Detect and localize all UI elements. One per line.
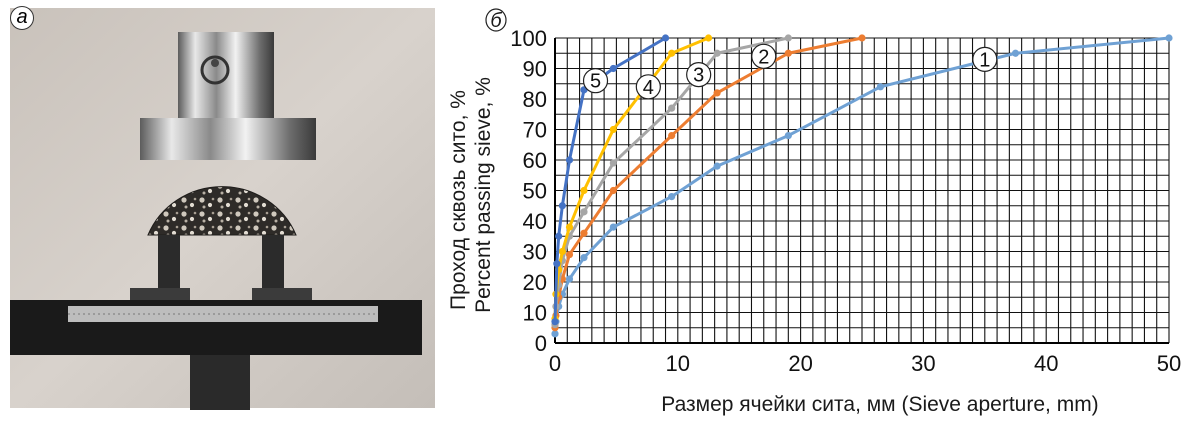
data-point-series-2 [609,186,617,195]
y-tick-label: 60 [523,148,547,173]
y-tick-label: 70 [523,118,547,143]
data-point-series-3 [784,34,792,42]
x-tick-labels: 0 10 20 30 40 50 [549,351,1181,376]
y-tick-label: 30 [523,240,547,265]
data-point-series-1 [784,132,792,140]
data-point-series-5 [661,34,670,42]
y-tick-label: 90 [523,57,547,82]
y-tick-label: 20 [523,270,547,295]
data-point-series-2 [668,132,676,140]
data-point-series-5 [553,260,561,268]
test-apparatus-photo [10,8,435,410]
x-tick-label: 50 [1157,351,1181,376]
panel-label-b-group: б [485,8,507,32]
data-point-series-2 [784,49,792,57]
data-point-series-4 [558,247,566,256]
y-tick-label: 80 [523,87,547,112]
series-label-circle-4 [635,74,661,100]
x-tick-label: 10 [666,351,690,376]
y-tick-label: 40 [523,209,547,234]
series-label-1: 1 [979,49,990,71]
data-point-series-3 [668,104,676,112]
data-point-series-2 [580,229,588,237]
data-point-series-3 [609,159,617,167]
x-tick-label: 0 [549,351,561,376]
series-label-circle-1 [972,46,998,72]
series-label-circle-3 [686,61,712,88]
y-tick-label: 10 [523,301,547,326]
data-point-series-1 [1011,49,1020,57]
data-point-series-5 [609,64,617,73]
data-point-series-5 [551,318,559,326]
y-tick-label: 50 [523,179,547,204]
data-point-series-5 [555,232,563,240]
data-point-series-1 [565,275,574,283]
series-line-4 [553,36,710,319]
series-line-5 [553,36,667,322]
data-point-series-2 [565,250,574,259]
data-point-series-1 [713,162,721,170]
data-point-series-1 [551,330,559,338]
data-point-series-4 [609,125,617,134]
data-point-series-5 [558,202,566,210]
data-point-series-1 [876,83,885,91]
data-point-series-5 [565,156,574,164]
x-axis-label: Размер ячейки сита, мм (Sieve aperture, … [661,393,1098,416]
panel-label-a: а [10,6,34,30]
series-label-5: 5 [590,71,601,93]
data-point-series-2 [858,34,866,42]
data-point-series-3 [713,49,721,57]
data-point-series-1 [580,254,588,262]
panel-label-b: б [490,10,502,32]
series-label-4: 4 [643,77,654,99]
chart-series: 1 2 3 4 5 [551,34,1173,338]
photo-panel: а [0,0,440,417]
data-point-series-4 [580,186,588,195]
series-label-2: 2 [758,46,769,68]
y-tick-labels: 0 10 20 30 40 50 60 70 80 90 100 [510,26,547,356]
data-point-series-2 [713,89,721,97]
series-label-circle-5 [582,68,609,94]
data-point-series-1 [609,223,617,231]
y-axis-label-ru: Проход сквозь сито, % [447,90,470,310]
x-tick-label: 20 [788,351,812,376]
series-label-3: 3 [693,65,704,87]
data-point-series-1 [1165,34,1173,42]
y-tick-label: 100 [510,26,547,51]
data-point-series-4 [704,34,713,42]
data-point-series-4 [668,49,676,57]
y-tick-label: 0 [535,331,547,356]
series-label-circle-2 [751,43,777,69]
data-point-series-1 [668,193,676,201]
data-point-series-3 [580,208,588,216]
data-point-series-4 [565,223,574,231]
x-tick-label: 40 [1034,351,1058,376]
x-tick-label: 30 [911,351,935,376]
y-axis-label-en: Percent passing sieve, % [472,77,495,313]
